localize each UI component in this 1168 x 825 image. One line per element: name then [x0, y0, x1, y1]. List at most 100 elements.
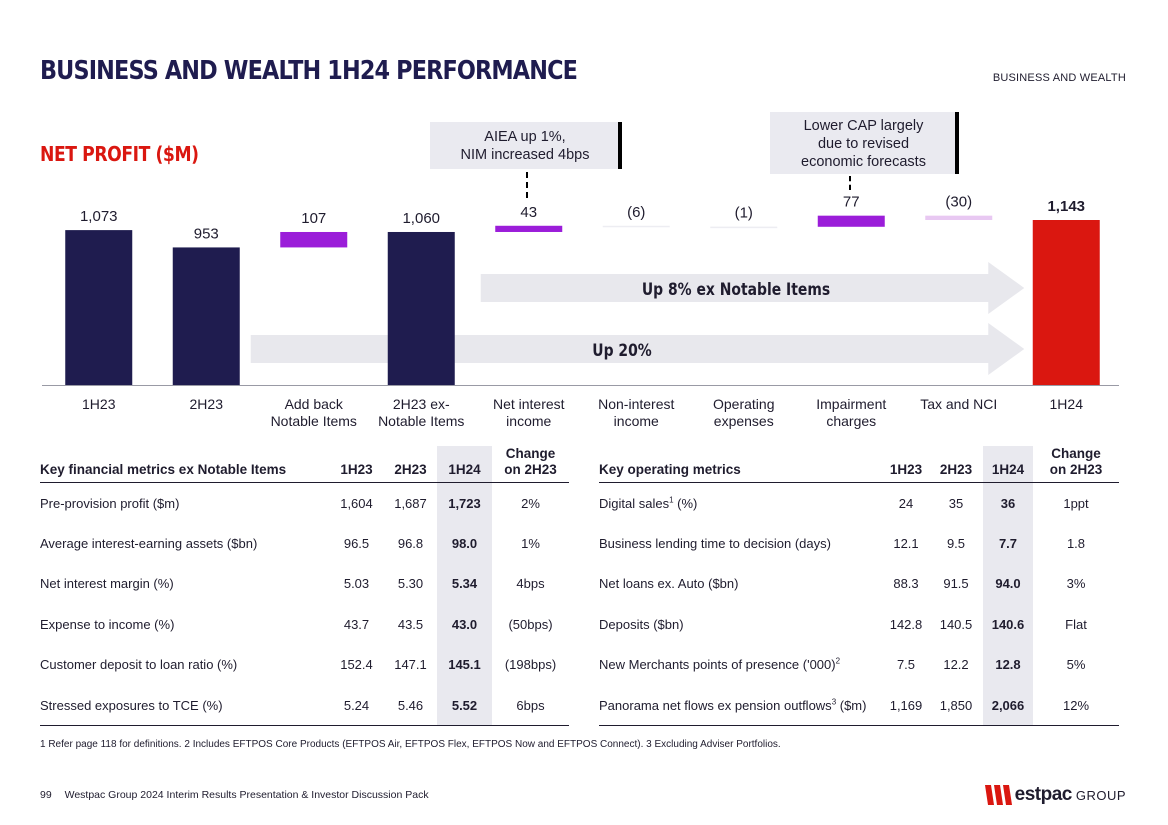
fin-row-label: Expense to income (%) [40, 616, 175, 632]
op-cell-change: 1ppt [1063, 495, 1089, 511]
x-tick-label: Add back [285, 396, 344, 412]
cap-callout: Lower CAP largely due to revised economi… [770, 112, 957, 174]
footnotes: 1 Refer page 118 for definitions. 2 Incl… [40, 739, 781, 750]
op-cell-2h23: 1,850 [929, 685, 983, 726]
fin-header-1h23: 1H23 [329, 446, 384, 483]
page-number: 99 [40, 789, 52, 801]
op-row-label-text: Digital sales [599, 495, 670, 511]
bar-2h23-ex-notable-items [387, 231, 455, 385]
x-tick-label: Notable Items [271, 413, 357, 429]
op-row-label: New Merchants points of presence ('000)2 [599, 645, 883, 686]
op-cell-1h24: 140.6 [983, 604, 1033, 645]
fin-cell-1h23: 5.24 [329, 685, 384, 726]
fin-cell-2h23: 43.5 [397, 616, 424, 632]
op-cell-1h23: 24 [898, 495, 914, 511]
x-tick-label: Non-interest [598, 396, 674, 412]
table-row: Pre-provision profit ($m) 1,604 1,687 1,… [40, 482, 569, 523]
op-cell-1h23: 142.8 [889, 616, 923, 632]
fin-cell-1h23: 96.5 [343, 535, 370, 551]
data-label: 953 [194, 225, 219, 242]
data-label: 77 [843, 194, 860, 211]
table-row: Expense to income (%) 43.7 43.5 43.0 (50… [40, 604, 569, 645]
aiea-callout-bar [618, 122, 622, 169]
fin-row-label: Customer deposit to loan ratio (%) [40, 657, 238, 673]
op-cell-1h24: 36 [983, 482, 1033, 523]
logo-name: estpac [1014, 784, 1073, 805]
logo-group: GROUP [1075, 787, 1126, 803]
data-label: (1) [735, 205, 753, 222]
fin-cell-change: (50bps) [508, 616, 553, 632]
x-tick-label: income [506, 413, 551, 429]
op-row-label: Deposits ($bn) [599, 604, 883, 645]
bar-tax-and-nci [925, 215, 993, 220]
fin-header-change-line1: Change [505, 446, 556, 461]
footnote-ref: 3 [831, 697, 837, 707]
x-tick-label: charges [826, 413, 876, 429]
op-cell-2h23: 91.5 [943, 576, 969, 592]
page-title: BUSINESS AND WEALTH 1H24 PERFORMANCE [40, 56, 578, 86]
data-label: 107 [301, 210, 326, 227]
x-tick-label: 1H23 [82, 396, 116, 412]
op-cell-2h23: 140.5 [939, 616, 973, 632]
fin-cell-1h23: 43.7 [343, 616, 370, 632]
net-profit-waterfall-chart: 1,073 953 107 1,060 43 (6) (1) 77 (30) 1,143 Up 8%… [42, 194, 1119, 429]
op-cell-1h24: 2,066 [983, 685, 1033, 726]
westpac-logo: estpac GROUP [984, 784, 1126, 806]
op-cell-2h23: 12.2 [943, 657, 969, 673]
fin-cell-1h23: 5.03 [343, 576, 370, 592]
op-row-label: Digital sales1 (%) [599, 483, 883, 524]
op-cell-2h23: 9.5 [946, 535, 966, 551]
data-label: (30) [945, 194, 972, 211]
op-cell-1h23: 12.1 [893, 535, 919, 551]
fin-cell-2h23: 96.8 [397, 535, 424, 551]
op-header-change: Change on 2H23 [1033, 446, 1119, 483]
fin-row-label: Average interest-earning assets ($bn) [40, 535, 258, 551]
fin-cell-2h23: 147.1 [394, 657, 427, 673]
fin-cell-change: 4bps [516, 576, 545, 592]
fin-cell-2h23: 1,687 [394, 495, 427, 511]
op-row-label-text: Deposits ($bn) [599, 616, 684, 632]
annotation-up-20: Up 20% [592, 341, 652, 361]
op-header-change-line1: Change [1051, 446, 1101, 461]
page-footer: 99 Westpac Group 2024 Interim Results Pr… [40, 789, 439, 801]
data-label: (6) [627, 204, 645, 221]
table-row: Stressed exposures to TCE (%) 5.24 5.46 … [40, 685, 569, 726]
fin-cell-change: 6bps [492, 685, 569, 726]
op-cell-change: 1.8 [1066, 535, 1086, 551]
op-header-change-line2: on 2H23 [1049, 462, 1103, 477]
op-header-1h24: 1H24 [983, 446, 1033, 483]
fin-cell-1h24: 145.1 [437, 644, 492, 685]
fin-cell-change: 1% [521, 535, 540, 551]
cap-callout-line2: due to revised [817, 136, 910, 152]
data-label: 43 [520, 204, 537, 221]
financial-metrics-table: Key financial metrics ex Notable Items 1… [40, 446, 569, 726]
table-row: New Merchants points of presence ('000)2… [599, 644, 1119, 686]
data-label: 1,073 [80, 208, 118, 225]
fin-header-change-line2: on 2H23 [504, 462, 557, 477]
x-tick-label: 2H23 [190, 396, 224, 412]
x-tick-label: Operating [713, 396, 774, 412]
fin-cell-1h24: 5.52 [437, 685, 492, 726]
bar-impairment-charges [817, 215, 885, 227]
op-row-label-text: Business lending time to decision (days) [599, 535, 831, 551]
op-cell-1h23: 88.3 [893, 576, 919, 592]
cap-callout-line3: economic forecasts [801, 154, 926, 170]
op-header-2h23: 2H23 [929, 446, 983, 483]
data-label: 1,060 [402, 210, 440, 227]
op-row-label-suffix: (%) [673, 495, 698, 511]
aiea-callout-connector [526, 172, 528, 198]
fin-header-label: Key financial metrics ex Notable Items [40, 446, 329, 483]
fin-header-1h24: 1H24 [437, 446, 492, 483]
fin-header-change: Change on 2H23 [492, 446, 569, 483]
table-row: Average interest-earning assets ($bn) 96… [40, 523, 569, 564]
cap-callout-bar [955, 112, 959, 174]
x-tick-label: expenses [714, 413, 774, 429]
x-tick-label: Net interest [493, 396, 565, 412]
fin-header-2h23: 2H23 [384, 446, 437, 483]
op-row-label: Panorama net flows ex pension outflows3 … [599, 685, 883, 726]
bar-1h24 [1032, 220, 1100, 385]
table-row: Deposits ($bn) 142.8 140.5 140.6 Flat [599, 604, 1119, 645]
bar-1h23 [65, 230, 133, 385]
op-row-label-text: Net loans ex. Auto ($bn) [599, 576, 739, 592]
op-cell-2h23: 35 [948, 495, 964, 511]
